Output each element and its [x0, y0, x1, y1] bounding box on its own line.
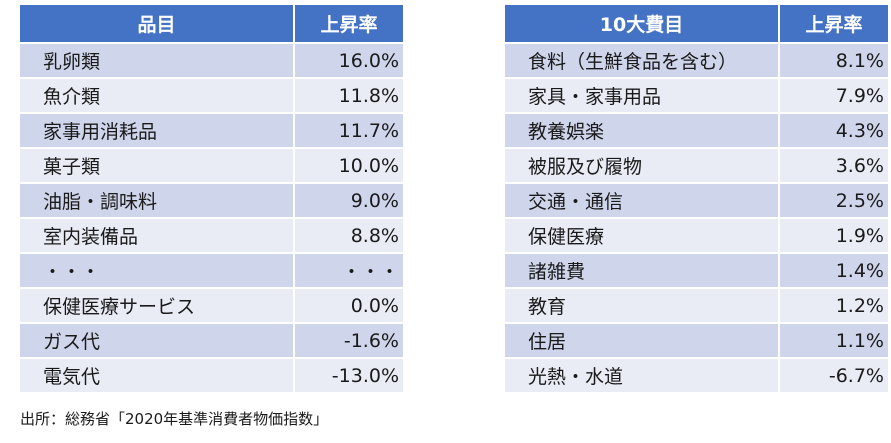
- row-label: 魚介類: [20, 78, 295, 114]
- table-row: ・・・ ・・・: [20, 253, 403, 289]
- row-label: 家具・家事用品: [505, 78, 780, 114]
- column-header-rate: 上昇率: [779, 5, 888, 44]
- row-label: 光熱・水道: [505, 358, 780, 394]
- table-row: 油脂・調味料 9.0%: [20, 183, 403, 219]
- row-value: -1.6%: [294, 323, 403, 359]
- row-value: 1.1%: [779, 323, 888, 359]
- row-value: 2.5%: [779, 183, 888, 219]
- row-label: 住居: [505, 323, 780, 359]
- row-value: -6.7%: [779, 358, 888, 394]
- table-row: 保健医療サービス 0.0%: [20, 288, 403, 324]
- row-value: 11.7%: [294, 113, 403, 149]
- row-label: 保健医療サービス: [20, 288, 295, 324]
- row-value: 8.8%: [294, 218, 403, 254]
- row-label: 被服及び履物: [505, 148, 780, 184]
- table-row: 諸雑費 1.4%: [505, 253, 888, 289]
- row-label: 教育: [505, 288, 780, 324]
- column-header-rate: 上昇率: [294, 5, 403, 44]
- row-label: 保健医療: [505, 218, 780, 254]
- source-note: 出所：総務省「2020年基準消費者物価指数」: [20, 410, 329, 428]
- row-value: 1.2%: [779, 288, 888, 324]
- row-value: 8.1%: [779, 43, 888, 79]
- table-row: 交通・通信 2.5%: [505, 183, 888, 219]
- table-row: 菓子類 10.0%: [20, 148, 403, 184]
- table-row: 家具・家事用品 7.9%: [505, 78, 888, 114]
- row-label: 室内装備品: [20, 218, 295, 254]
- table-row: 電気代 -13.0%: [20, 358, 403, 394]
- column-header-category: 10大費目: [505, 5, 780, 44]
- row-value: -13.0%: [294, 358, 403, 394]
- row-label: 菓子類: [20, 148, 295, 184]
- row-value: 4.3%: [779, 113, 888, 149]
- row-value: 0.0%: [294, 288, 403, 324]
- table-row: 教育 1.2%: [505, 288, 888, 324]
- row-value: 11.8%: [294, 78, 403, 114]
- row-label: 教養娯楽: [505, 113, 780, 149]
- row-value: 16.0%: [294, 43, 403, 79]
- table-row: 室内装備品 8.8%: [20, 218, 403, 254]
- table-row: 乳卵類 16.0%: [20, 43, 403, 79]
- row-value: 1.9%: [779, 218, 888, 254]
- row-label: 電気代: [20, 358, 295, 394]
- table-row: 被服及び履物 3.6%: [505, 148, 888, 184]
- table-row: 教養娯楽 4.3%: [505, 113, 888, 149]
- row-value: 7.9%: [779, 78, 888, 114]
- row-value: 10.0%: [294, 148, 403, 184]
- column-header-item: 品目: [20, 5, 295, 44]
- row-value: 3.6%: [779, 148, 888, 184]
- left-table: 品目 上昇率 乳卵類 16.0% 魚介類 11.8% 家事用消耗品 11.7% 菓子類 10.…: [20, 5, 403, 394]
- table-row: ガス代 -1.6%: [20, 323, 403, 359]
- table-row: 家事用消耗品 11.7%: [20, 113, 403, 149]
- table-row: 魚介類 11.8%: [20, 78, 403, 114]
- row-label: 家事用消耗品: [20, 113, 295, 149]
- right-table-body: 食料（生鮮食品を含む） 8.1% 家具・家事用品 7.9% 教養娯楽 4.3% 被服及び履物…: [505, 43, 888, 394]
- row-value: 9.0%: [294, 183, 403, 219]
- row-label: 交通・通信: [505, 183, 780, 219]
- left-table-body: 乳卵類 16.0% 魚介類 11.8% 家事用消耗品 11.7% 菓子類 10.0% 油脂・調味…: [20, 43, 403, 394]
- table-header-row: 品目 上昇率: [20, 5, 403, 44]
- row-label: 食料（生鮮食品を含む）: [505, 43, 780, 79]
- row-label: 乳卵類: [20, 43, 295, 79]
- table-row: 光熱・水道 -6.7%: [505, 358, 888, 394]
- right-table: 10大費目 上昇率 食料（生鮮食品を含む） 8.1% 家具・家事用品 7.9% 教養娯楽…: [505, 5, 888, 394]
- table-row: 食料（生鮮食品を含む） 8.1%: [505, 43, 888, 79]
- row-label: 諸雑費: [505, 253, 780, 289]
- row-label: ・・・: [20, 253, 295, 289]
- row-value: 1.4%: [779, 253, 888, 289]
- row-label: ガス代: [20, 323, 295, 359]
- table-row: 住居 1.1%: [505, 323, 888, 359]
- table-header-row: 10大費目 上昇率: [505, 5, 888, 44]
- row-label: 油脂・調味料: [20, 183, 295, 219]
- table-row: 保健医療 1.9%: [505, 218, 888, 254]
- row-value: ・・・: [294, 253, 403, 289]
